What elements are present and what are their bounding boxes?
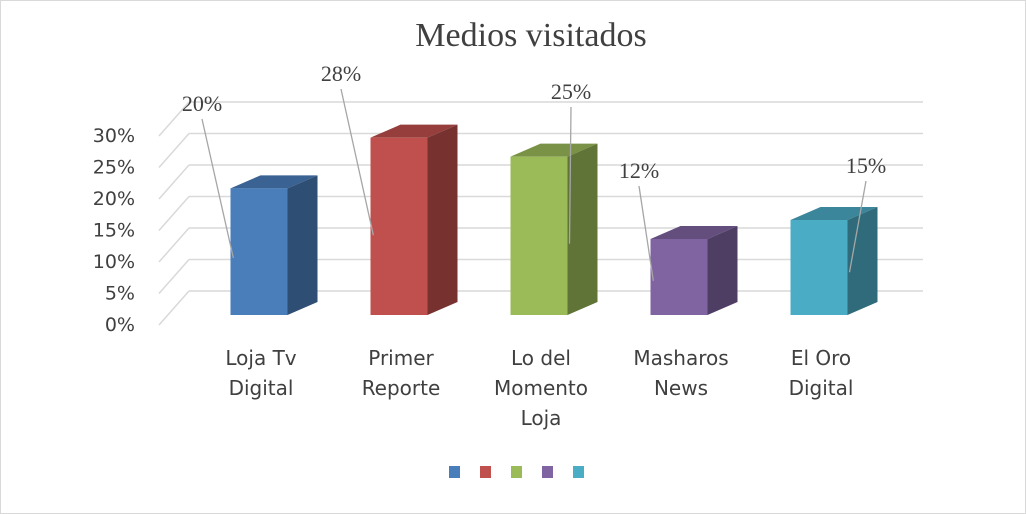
y-tick-label: 10%	[93, 251, 135, 273]
bar-top-face	[650, 226, 738, 239]
bar-front-face	[650, 239, 708, 315]
leader-line	[638, 185, 654, 281]
leader-line	[201, 118, 234, 259]
y-tick-label: 30%	[93, 125, 135, 147]
data-label: 15%	[846, 153, 886, 178]
leader-line	[568, 106, 572, 244]
gridline-depth	[158, 290, 190, 326]
bar-front-face	[370, 137, 428, 315]
data-labels: 20% 28% 25% 12% 15%	[182, 61, 886, 183]
gridline-depth	[158, 259, 190, 294]
legend-swatch	[542, 466, 553, 478]
category-label: El Oro Digital	[789, 346, 854, 400]
bar	[370, 124, 458, 316]
legend-swatch	[449, 466, 460, 478]
legend-swatch	[573, 466, 584, 478]
gridline-depth	[158, 164, 190, 200]
bar	[790, 207, 878, 315]
category-label: Lo del Momento Loja	[494, 346, 588, 430]
bar-side-face	[427, 124, 458, 316]
gridline-depth	[158, 133, 190, 168]
bar-side-face	[287, 175, 318, 315]
data-label: 25%	[551, 79, 591, 104]
legend-swatch	[480, 466, 491, 478]
data-label: 20%	[182, 91, 222, 116]
bar-front-face	[510, 156, 568, 315]
bar-front-face	[230, 188, 288, 315]
bar-side-face	[707, 226, 738, 315]
gridline-depth	[158, 227, 190, 263]
legend	[449, 466, 584, 478]
legend-swatch	[511, 466, 522, 478]
y-axis-ticks: 0% 5% 10% 15% 20% 25% 30%	[93, 125, 135, 336]
bar	[650, 226, 738, 315]
gridline-depth	[158, 196, 190, 231]
bar	[510, 143, 598, 315]
bars	[230, 124, 878, 316]
bar-top-face	[510, 143, 598, 157]
y-tick-label: 0%	[105, 314, 135, 336]
leader-line	[340, 88, 374, 236]
category-label: Primer Reporte	[362, 346, 441, 400]
bar-side-face	[847, 207, 878, 315]
y-tick-label: 25%	[93, 157, 135, 179]
data-label: 12%	[619, 158, 659, 183]
gridline-depth	[158, 101, 190, 137]
leader-line	[848, 180, 867, 273]
bar-top-face	[790, 207, 878, 220]
category-label: Masharos News	[633, 346, 728, 400]
bar-side-face	[567, 143, 598, 315]
chart-title: Medios visitados	[415, 17, 646, 54]
category-label: Loja Tv Digital	[225, 346, 296, 400]
data-label: 28%	[321, 61, 361, 86]
bar-top-face	[370, 124, 458, 138]
y-tick-label: 15%	[93, 220, 135, 242]
y-tick-label: 20%	[93, 188, 135, 210]
x-axis-categories: Loja Tv Digital Primer Reporte Lo del Momento…	[225, 346, 853, 430]
bar-top-face	[230, 175, 318, 189]
y-tick-label: 5%	[105, 283, 135, 305]
data-label-leaders	[201, 88, 867, 281]
bar	[230, 175, 318, 315]
bar-front-face	[790, 220, 848, 315]
